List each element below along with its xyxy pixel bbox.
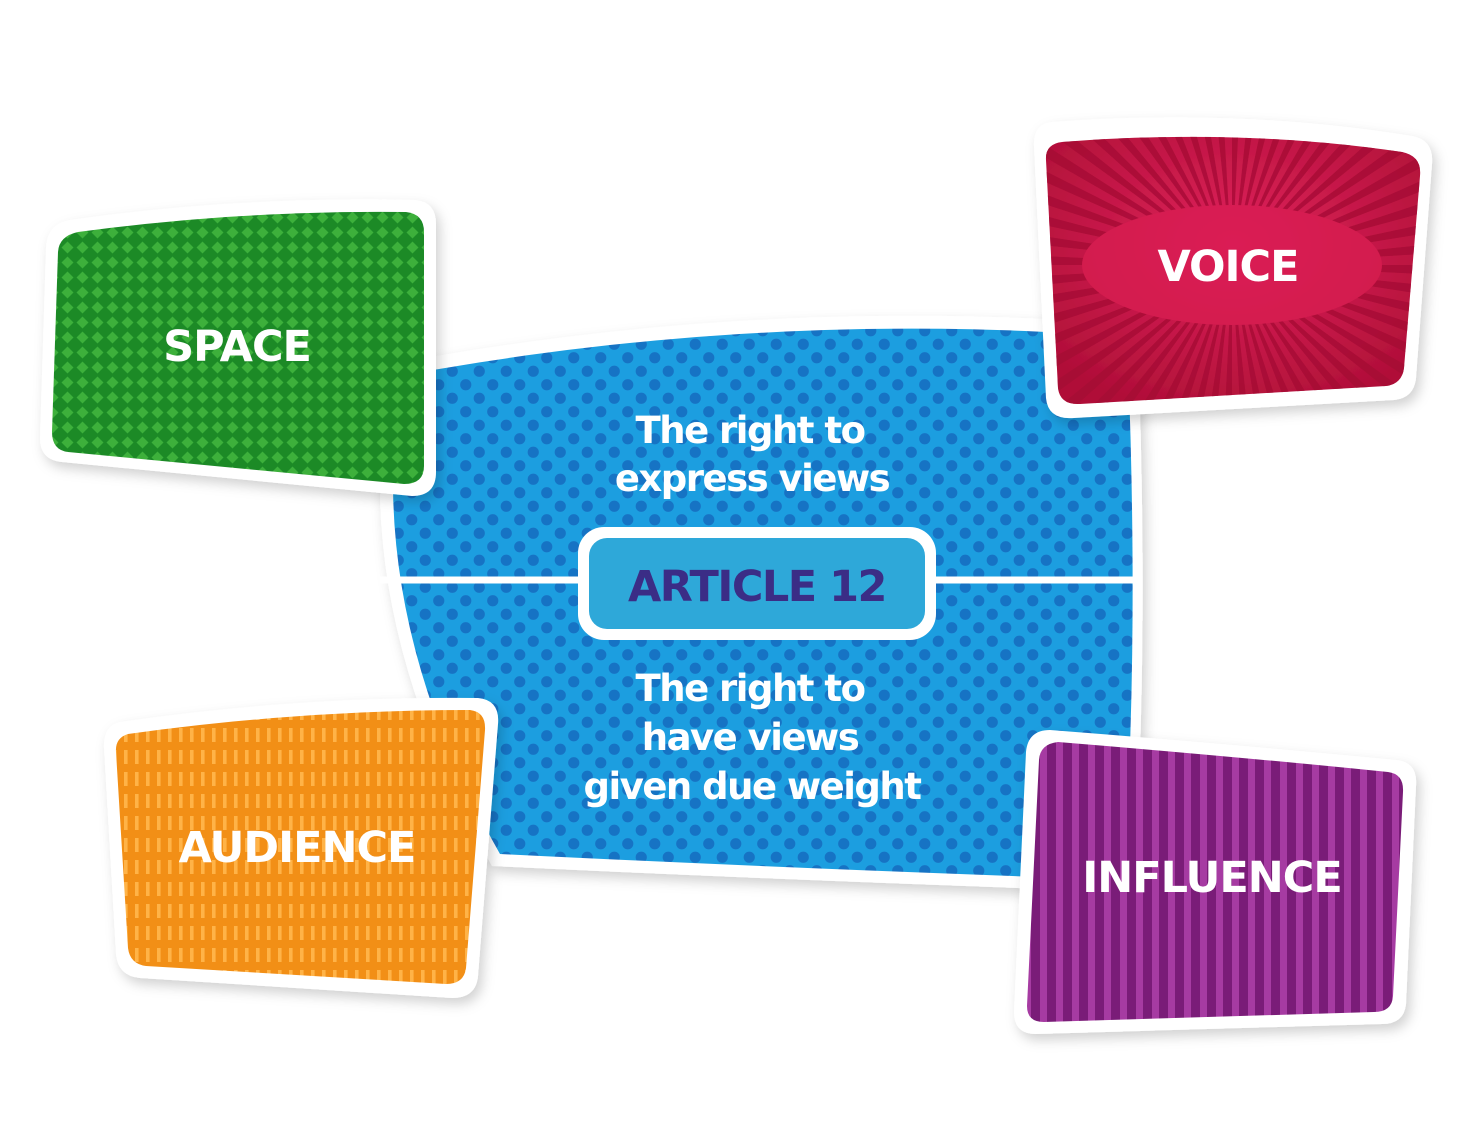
voice-ray <box>1168 265 1232 405</box>
voice-ray <box>1045 136 1232 265</box>
voice-ray <box>1045 136 1232 265</box>
voice-ray <box>1232 136 1421 265</box>
voice-ray <box>1232 136 1252 265</box>
article-12-label: ARTICLE 12 <box>628 562 886 612</box>
audience-card <box>103 697 499 998</box>
space-label: SPACE <box>163 322 311 372</box>
voice-ray <box>1045 136 1232 265</box>
due-weight-line-1: The right to <box>636 667 865 710</box>
voice-label: VOICE <box>1157 242 1298 292</box>
article-12-badge: ARTICLE 12 <box>578 527 936 640</box>
voice-ray <box>1232 136 1296 265</box>
voice-ray <box>1102 136 1232 265</box>
voice-ray <box>1083 265 1232 405</box>
voice-ray <box>1232 265 1421 405</box>
voice-ray <box>1232 265 1320 405</box>
influence-label: INFLUENCE <box>1082 853 1341 903</box>
voice-ray <box>1232 265 1276 405</box>
influence-card <box>1014 730 1417 1034</box>
voice-ray <box>1212 265 1232 405</box>
voice-ray <box>1045 136 1232 265</box>
voice-ray <box>1045 265 1232 405</box>
voice-ray <box>1232 136 1421 265</box>
voice-ray <box>1045 136 1232 265</box>
voice-burst-center <box>1082 205 1382 325</box>
voice-ray <box>1125 265 1232 405</box>
voice-ray <box>1188 136 1232 265</box>
voice-ray <box>1045 136 1232 265</box>
voice-ray <box>1232 265 1421 405</box>
voice-ray <box>1232 136 1421 265</box>
voice-ray <box>1045 265 1232 405</box>
audience-label: AUDIENCE <box>179 823 416 873</box>
voice-ray <box>1045 265 1232 405</box>
space-card <box>40 199 436 496</box>
voice-ray <box>1232 265 1362 405</box>
voice-ray <box>1045 136 1232 265</box>
voice-ray <box>1045 265 1232 405</box>
right-to-express-line-1: The right to <box>636 409 865 452</box>
voice-ray <box>1061 136 1232 265</box>
voice-ray <box>1232 265 1403 405</box>
right-to-express-line-2: express views <box>615 457 890 500</box>
voice-ray <box>1232 136 1421 265</box>
voice-ray <box>1232 265 1421 405</box>
due-weight-line-2: have views <box>642 716 859 759</box>
due-weight-line-3: given due weight <box>584 765 922 808</box>
voice-ray <box>1232 265 1421 405</box>
voice-ray <box>1232 136 1421 265</box>
voice-ray <box>1232 136 1339 265</box>
voice-ray <box>1232 265 1421 405</box>
voice-ray <box>1232 136 1381 265</box>
voice-ray <box>1045 265 1232 405</box>
voice-ray <box>1045 265 1232 405</box>
voice-ray <box>1144 136 1232 265</box>
voice-card <box>1033 117 1433 419</box>
